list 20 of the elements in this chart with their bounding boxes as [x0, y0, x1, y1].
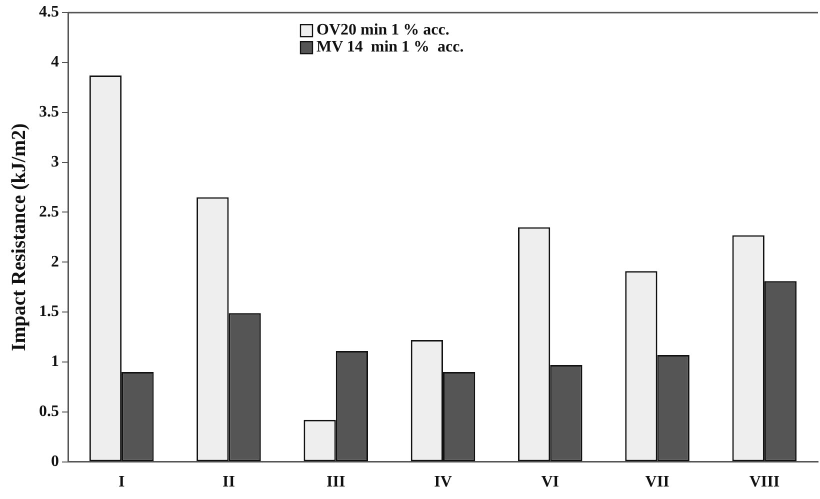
- x-tick-label: IV: [434, 474, 452, 491]
- y-axis-title: Impact Resistance (kJ/m2): [8, 123, 30, 352]
- y-tick-label: 0.5: [39, 403, 59, 420]
- y-tick-label: 2.5: [39, 203, 59, 220]
- y-tick-label: 4.5: [39, 4, 59, 21]
- x-tick-label: VIII: [749, 474, 780, 491]
- y-tick-label: 3.5: [39, 104, 59, 121]
- y-tick-label: 0: [51, 452, 59, 470]
- x-tick-label: VII: [645, 474, 670, 491]
- x-tick-label: II: [222, 474, 235, 491]
- y-tick-label: 4: [51, 54, 59, 71]
- y-tick-label: 1.5: [39, 303, 59, 320]
- x-tick-label: I: [118, 474, 125, 491]
- y-tick-label: 2: [51, 253, 59, 270]
- y-tick-label: 1: [51, 353, 59, 370]
- legend-label: MV 14 min 1 % acc.: [316, 38, 464, 56]
- x-tick-label: VI: [541, 474, 560, 491]
- y-tick-label: 3: [51, 153, 59, 170]
- legend-label: OV20 min 1 % acc.: [316, 22, 450, 39]
- x-tick-label: III: [326, 474, 346, 491]
